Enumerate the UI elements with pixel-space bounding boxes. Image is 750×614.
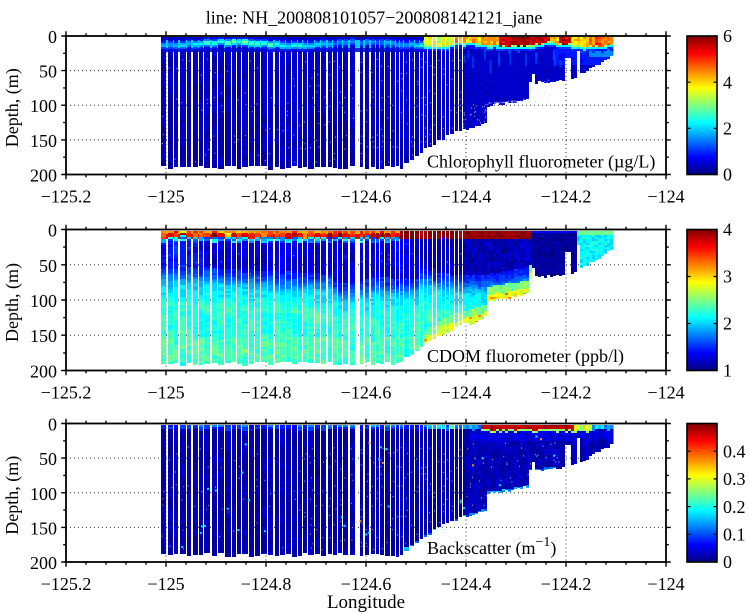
svg-text:line: NH_200808101057−20080814: line: NH_200808101057−200808142121_jane: [206, 8, 543, 28]
svg-text:100: 100: [30, 291, 57, 311]
svg-text:Chlorophyll fluorometer (µg/L): Chlorophyll fluorometer (µg/L): [427, 152, 655, 173]
svg-text:Longitude: Longitude: [327, 592, 405, 613]
svg-text:2: 2: [723, 119, 732, 139]
svg-text:Backscatter (m−1): Backscatter (m−1): [427, 535, 556, 559]
svg-text:Depth, (m): Depth, (m): [2, 263, 23, 342]
svg-text:−125: −125: [147, 187, 184, 207]
svg-text:−124.2: −124.2: [541, 187, 592, 207]
svg-text:−124.6: −124.6: [341, 187, 392, 207]
svg-text:−124.4: −124.4: [441, 383, 492, 403]
svg-text:200: 200: [30, 166, 57, 186]
svg-text:0: 0: [48, 415, 57, 435]
svg-text:0.2: 0.2: [723, 497, 746, 517]
svg-text:−124.6: −124.6: [341, 383, 392, 403]
svg-text:50: 50: [39, 449, 57, 469]
svg-text:0.4: 0.4: [723, 441, 746, 461]
svg-text:200: 200: [30, 362, 57, 382]
svg-text:−124.4: −124.4: [441, 574, 492, 594]
svg-text:Depth, (m): Depth, (m): [2, 68, 23, 147]
svg-text:−125: −125: [147, 383, 184, 403]
svg-text:0: 0: [723, 552, 732, 572]
svg-text:200: 200: [30, 553, 57, 573]
svg-text:6: 6: [723, 26, 732, 46]
svg-text:0: 0: [723, 165, 732, 185]
svg-text:150: 150: [30, 131, 57, 151]
svg-text:0: 0: [48, 221, 57, 241]
svg-text:150: 150: [30, 326, 57, 346]
svg-text:0.1: 0.1: [723, 525, 746, 545]
svg-text:−124.8: −124.8: [241, 574, 292, 594]
svg-text:−125.2: −125.2: [41, 383, 92, 403]
svg-text:−124.8: −124.8: [241, 383, 292, 403]
svg-text:3: 3: [723, 267, 732, 287]
svg-text:−124: −124: [647, 574, 684, 594]
svg-text:0: 0: [48, 27, 57, 47]
svg-text:−124.6: −124.6: [341, 574, 392, 594]
svg-text:0.3: 0.3: [723, 469, 746, 489]
svg-text:50: 50: [39, 256, 57, 276]
svg-text:4: 4: [723, 72, 732, 92]
svg-text:−125: −125: [147, 574, 184, 594]
svg-text:−124.2: −124.2: [541, 383, 592, 403]
svg-text:CDOM fluorometer (ppb/l): CDOM fluorometer (ppb/l): [427, 346, 624, 367]
svg-text:−124.8: −124.8: [241, 187, 292, 207]
svg-text:100: 100: [30, 96, 57, 116]
svg-text:Depth, (m): Depth, (m): [2, 456, 23, 535]
svg-text:2: 2: [723, 314, 732, 334]
svg-text:−124: −124: [647, 383, 684, 403]
svg-text:−125.2: −125.2: [41, 574, 92, 594]
svg-text:−124.4: −124.4: [441, 187, 492, 207]
svg-text:−124: −124: [647, 187, 684, 207]
svg-text:100: 100: [30, 484, 57, 504]
svg-text:−125.2: −125.2: [41, 187, 92, 207]
svg-text:4: 4: [723, 220, 732, 240]
svg-text:1: 1: [723, 361, 732, 381]
svg-text:50: 50: [39, 62, 57, 82]
svg-text:−124.2: −124.2: [541, 574, 592, 594]
svg-text:150: 150: [30, 518, 57, 538]
